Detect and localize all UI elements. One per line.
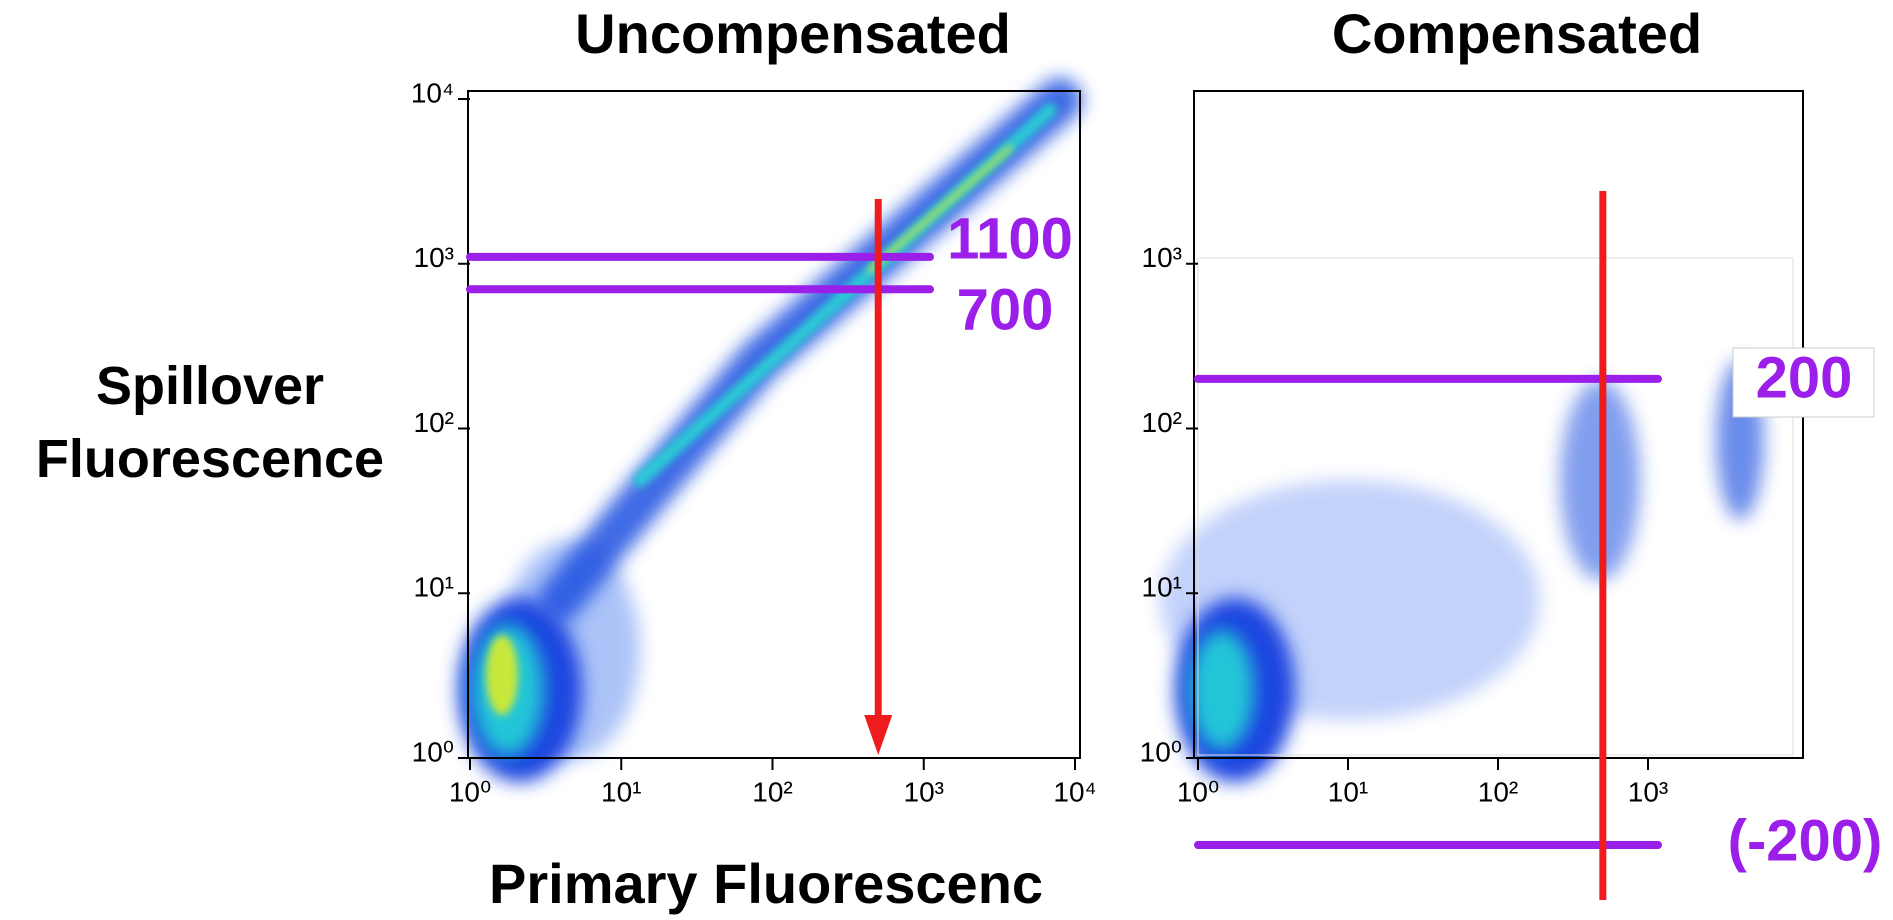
reference-label: (-200): [1728, 808, 1883, 873]
reference-label: 1100: [947, 206, 1073, 271]
x-tick-label: 10⁰: [1177, 776, 1219, 807]
y-tick-label: 10¹: [414, 572, 454, 603]
chart-title: Uncompensated: [575, 2, 1011, 65]
x-tick-label: 10⁴: [1053, 776, 1096, 807]
x-tick-label: 10²: [752, 776, 792, 807]
density-cloud: [486, 635, 518, 715]
x-tick-label: 10¹: [1328, 776, 1368, 807]
x-tick-label: 10³: [904, 776, 944, 807]
x-axis-label: Primary Fluorescenc: [489, 852, 1043, 915]
gate-box: [1197, 257, 1794, 756]
x-tick-label: 10²: [1478, 776, 1518, 807]
label-box: [1732, 347, 1875, 418]
y-tick-label: 10⁰: [1140, 736, 1182, 767]
y-axis-label: Spillover Fluorescence: [35, 356, 385, 489]
chart-title: Compensated: [1332, 2, 1702, 65]
y-tick-label: 10³: [414, 242, 454, 273]
x-tick-label: 10¹: [601, 776, 641, 807]
x-tick-label: 10³: [1628, 776, 1668, 807]
y-tick-label: 10²: [414, 407, 454, 438]
y-tick-label: 10⁴: [411, 77, 454, 108]
plot-frame: [467, 90, 1081, 759]
density-cloud: [867, 145, 1013, 273]
y-tick-label: 10³: [1142, 242, 1182, 273]
y-tick-label: 10¹: [1142, 572, 1182, 603]
density-clouds: [458, 78, 1794, 782]
y-tick-label: 10²: [1142, 407, 1182, 438]
density-cloud: [1190, 630, 1254, 750]
arrow-head: [864, 715, 893, 755]
reference-label: 700: [957, 277, 1054, 342]
x-tick-label: 10⁰: [449, 776, 491, 807]
y-tick-label: 10⁰: [412, 736, 454, 767]
reference-label: 200: [1756, 345, 1853, 410]
